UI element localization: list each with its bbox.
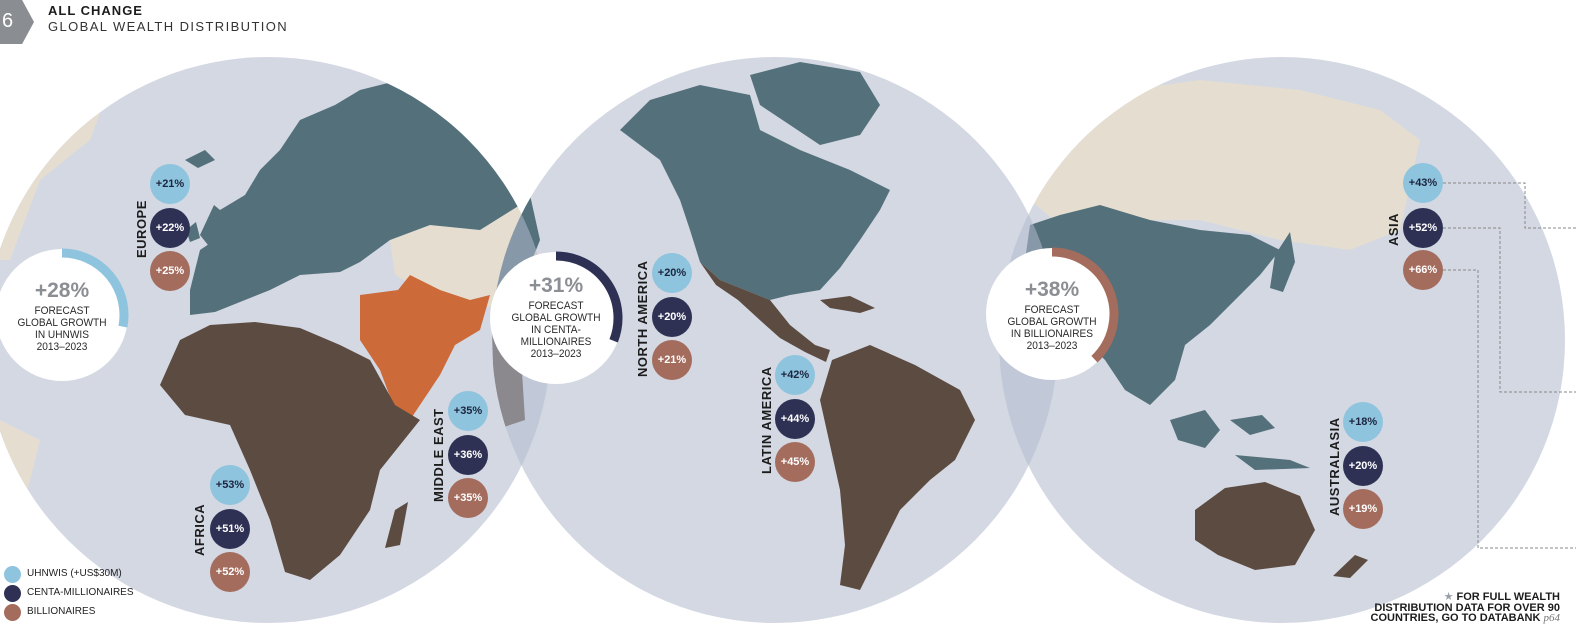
land-caribbean — [820, 296, 875, 313]
land-uk — [200, 205, 226, 245]
legend-swatch-uhnwi — [4, 566, 21, 583]
region-label-australasia: AUSTRALASIA — [1327, 417, 1342, 516]
forecast-uhnwi: +28% FORECAST GLOBAL GROWTH IN UHNWIS 20… — [6, 279, 118, 353]
footnote-page-ref: p64 — [1543, 612, 1561, 624]
forecast-billionaires: +38% FORECAST GLOBAL GROWTH IN BILLIONAI… — [996, 278, 1108, 352]
forecast-billionaires-pct: +38% — [1024, 278, 1080, 301]
stat-australasia-centa: +20% — [1343, 446, 1383, 486]
land-japan — [1270, 232, 1295, 292]
region-label-latin-america: LATIN AMERICA — [759, 366, 774, 474]
page-number: 6 — [2, 10, 14, 32]
legend-swatch-billionaires — [4, 604, 21, 621]
land-mexico-central-america — [700, 262, 830, 362]
region-label-africa: AFRICA — [192, 503, 207, 556]
forecast-centa-label: FORECAST GLOBAL GROWTH IN CENTA- MILLION… — [511, 300, 601, 360]
forecast-billionaires-label: FORECAST GLOBAL GROWTH IN BILLIONAIRES 2… — [1007, 304, 1097, 352]
land-north-america — [620, 85, 890, 300]
page-subtitle: GLOBAL WEALTH DISTRIBUTION — [48, 19, 289, 34]
forecast-circle-billionaires — [986, 247, 1119, 380]
footnote-line-3: COUNTRIES, GO TO DATABANK — [1370, 612, 1541, 624]
stat-africa-centa: +51% — [210, 509, 250, 549]
region-label-asia: ASIA — [1386, 212, 1401, 246]
land-south-america — [820, 345, 975, 590]
stat-middle-east-billionaires: +35% — [448, 478, 488, 518]
land-africa — [160, 322, 420, 580]
land-new-zealand — [1333, 555, 1368, 578]
stat-latin-america-centa: +44% — [775, 399, 815, 439]
land-scandinavia — [255, 110, 340, 232]
stat-latin-america-uhnwi: +42% — [775, 355, 815, 395]
stat-europe-billionaires: +25% — [150, 251, 190, 291]
legend-label-uhnwi: UHNWIS (+US$30M) — [27, 568, 122, 579]
legend-swatch-centa — [4, 585, 21, 602]
forecast-arc-centa — [555, 251, 623, 343]
stat-australasia-uhnwi: +18% — [1343, 402, 1383, 442]
stat-latin-america-billionaires: +45% — [775, 442, 815, 482]
land-southeast-asia-islands — [1170, 410, 1310, 470]
forecast-uhnwi-pct: +28% — [34, 279, 90, 302]
globe-3-land — [1000, 80, 1420, 578]
forecast-arc-billionaires — [1051, 247, 1119, 363]
stat-north-america-centa: +20% — [652, 297, 692, 337]
legend-label-billionaires: BILLIONAIRES — [27, 606, 96, 617]
databank-footnote: ★ FOR FULL WEALTH DISTRIBUTION DATA FOR … — [1330, 592, 1560, 624]
stat-asia-uhnwi: +43% — [1403, 163, 1443, 203]
region-label-north-america: NORTH AMERICA — [635, 260, 650, 377]
forecast-circle-uhnwi — [0, 248, 129, 381]
land-greenland — [750, 62, 880, 145]
footnote-line-2: DISTRIBUTION DATA FOR OVER 90 — [1374, 601, 1560, 614]
stat-africa-billionaires: +52% — [210, 552, 250, 592]
land-middle-east — [360, 275, 490, 420]
stat-europe-centa: +22% — [150, 208, 190, 248]
stat-north-america-billionaires: +21% — [652, 340, 692, 380]
stat-middle-east-centa: +36% — [448, 435, 488, 475]
asia-leader-lines — [1443, 182, 1576, 549]
forecast-centa: +31% FORECAST GLOBAL GROWTH IN CENTA- MI… — [500, 274, 612, 360]
stat-asia-centa: +52% — [1403, 208, 1443, 248]
stat-middle-east-uhnwi: +35% — [448, 391, 488, 431]
stat-europe-uhnwi: +21% — [150, 164, 190, 204]
stat-africa-uhnwi: +53% — [210, 465, 250, 505]
land-madagascar — [385, 502, 408, 548]
legend-label-centa: CENTA-MILLIONAIRES — [27, 587, 134, 598]
stat-asia-billionaires: +66% — [1403, 250, 1443, 290]
land-iceland — [185, 150, 215, 168]
stat-australasia-billionaires: +19% — [1343, 489, 1383, 529]
land-neutral-siberia — [1030, 80, 1420, 250]
stat-north-america-uhnwi: +20% — [652, 253, 692, 293]
forecast-centa-pct: +31% — [528, 274, 584, 297]
region-label-middle-east: MIDDLE EAST — [431, 408, 446, 502]
land-asia — [1025, 205, 1280, 405]
page-title: ALL CHANGE — [48, 3, 143, 18]
forecast-uhnwi-label: FORECAST GLOBAL GROWTH IN UHNWIS 2013–20… — [17, 305, 107, 353]
forecast-arc-uhnwi — [61, 248, 129, 328]
star-icon: ★ — [1443, 591, 1454, 603]
land-ireland — [186, 222, 200, 242]
footnote-line-1: FOR FULL WEALTH — [1456, 591, 1560, 603]
forecast-circle-centa — [490, 251, 623, 384]
region-label-europe: EUROPE — [134, 200, 149, 258]
land-australia — [1195, 482, 1315, 570]
